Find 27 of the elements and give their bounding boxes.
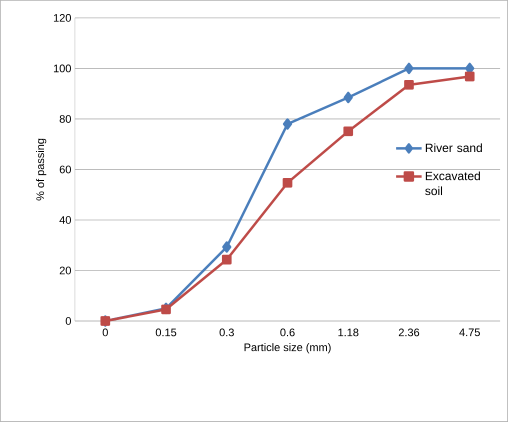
y-tick-label: 120 [54,14,71,22]
y-tick-label: 80 [60,115,71,123]
y-tick-label: 60 [60,166,71,174]
y-axis-title: % of passing [36,138,46,200]
x-tick-label: 4.75 [459,328,480,336]
y-tick-label: 20 [60,266,71,274]
point [282,118,292,130]
x-tick-label: 1.18 [338,328,358,336]
x-tick-label: 0.6 [280,328,295,336]
point [404,80,414,90]
legend-label: River sand [426,143,482,152]
x-tick-label: 0.15 [156,328,176,336]
y-tick-label: 100 [54,64,71,72]
x-tick-label: 2.36 [398,328,420,336]
point [404,62,414,74]
y-tick-label: 0 [66,317,71,325]
x-tick-label: 0 [102,328,108,336]
point [464,72,475,82]
point [343,126,354,136]
legend-label: Excavated soil [425,171,480,196]
x-axis-title: Particle size (mm) [244,343,331,354]
x-tick-label: 0.3 [220,328,234,336]
y-tick-label: 40 [59,216,71,224]
point [222,241,232,253]
point [344,92,353,104]
point [282,178,292,188]
point [222,254,232,264]
